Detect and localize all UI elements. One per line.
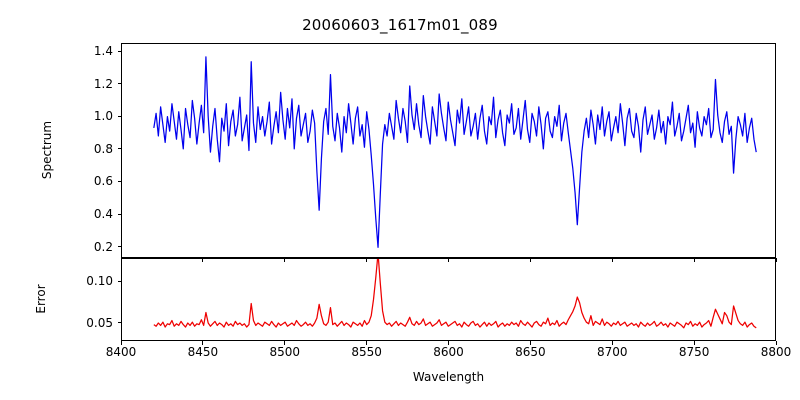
xtick-mark-spectrum-7 <box>693 258 695 262</box>
ytick-label-spectrum-4: 1.0 <box>93 109 113 124</box>
ytick-mark-spectrum-5 <box>117 83 121 85</box>
y-axis-label-error: Error <box>34 284 48 314</box>
ytick-label-spectrum-6: 1.4 <box>93 44 113 59</box>
ytick-mark-spectrum-4 <box>117 115 121 117</box>
ytick-mark-spectrum-2 <box>117 180 121 183</box>
xtick-mark-spectrum-2 <box>284 258 286 262</box>
xtick-mark-error-0 <box>120 341 122 345</box>
xtick-mark-error-3 <box>366 341 368 345</box>
xtick-label-4: 8600 <box>433 345 464 359</box>
ytick-label-spectrum-1: 0.4 <box>93 207 113 222</box>
ytick-label-spectrum-0: 0.2 <box>93 239 113 254</box>
xtick-label-5: 8650 <box>515 345 546 359</box>
y-axis-label-spectrum: Spectrum <box>40 120 54 180</box>
xtick-mark-error-1 <box>202 341 204 345</box>
spectrum-series <box>122 44 775 257</box>
ytick-mark-spectrum-0 <box>117 246 121 248</box>
ytick-label-spectrum-5: 1.2 <box>93 76 113 91</box>
xtick-mark-spectrum-6 <box>611 258 613 262</box>
xtick-label-2: 8500 <box>269 345 301 359</box>
xtick-mark-spectrum-1 <box>202 258 204 262</box>
ytick-mark-error-1 <box>117 280 121 282</box>
ytick-label-spectrum-3: 0.8 <box>93 141 113 156</box>
spectrum-plot-area <box>121 43 776 258</box>
xtick-mark-error-7 <box>693 341 695 345</box>
xtick-label-6: 8700 <box>596 345 628 359</box>
xtick-mark-error-2 <box>284 341 286 345</box>
xtick-mark-error-4 <box>448 341 450 345</box>
x-axis-label: Wavelength <box>412 370 485 384</box>
xtick-label-7: 8750 <box>678 345 710 359</box>
ytick-label-spectrum-2: 0.6 <box>93 174 113 189</box>
xtick-mark-error-5 <box>529 341 531 345</box>
ytick-mark-spectrum-6 <box>117 50 121 52</box>
xtick-label-8: 8800 <box>760 345 792 359</box>
xtick-mark-error-6 <box>611 341 613 345</box>
xtick-label-1: 8450 <box>187 345 219 359</box>
page-title: 20060603_1617m01_089 <box>302 16 498 34</box>
xtick-mark-spectrum-0 <box>120 258 122 262</box>
xtick-mark-spectrum-4 <box>448 258 450 262</box>
ytick-mark-spectrum-1 <box>117 213 121 215</box>
xtick-mark-spectrum-5 <box>529 258 531 262</box>
xtick-mark-spectrum-3 <box>366 258 368 262</box>
xtick-mark-spectrum-8 <box>775 258 777 262</box>
xtick-label-3: 8550 <box>351 345 382 359</box>
ytick-label-error-1: 0.10 <box>86 274 113 289</box>
error-polyline <box>154 259 756 328</box>
ytick-mark-spectrum-3 <box>117 148 121 150</box>
xtick-label-0: 8400 <box>105 345 137 359</box>
error-plot-area <box>121 258 776 341</box>
error-series <box>122 259 775 340</box>
ytick-label-error-0: 0.05 <box>86 315 113 330</box>
spectrum-polyline <box>154 57 756 247</box>
ytick-mark-error-0 <box>117 322 121 324</box>
xtick-mark-error-8 <box>775 341 777 345</box>
